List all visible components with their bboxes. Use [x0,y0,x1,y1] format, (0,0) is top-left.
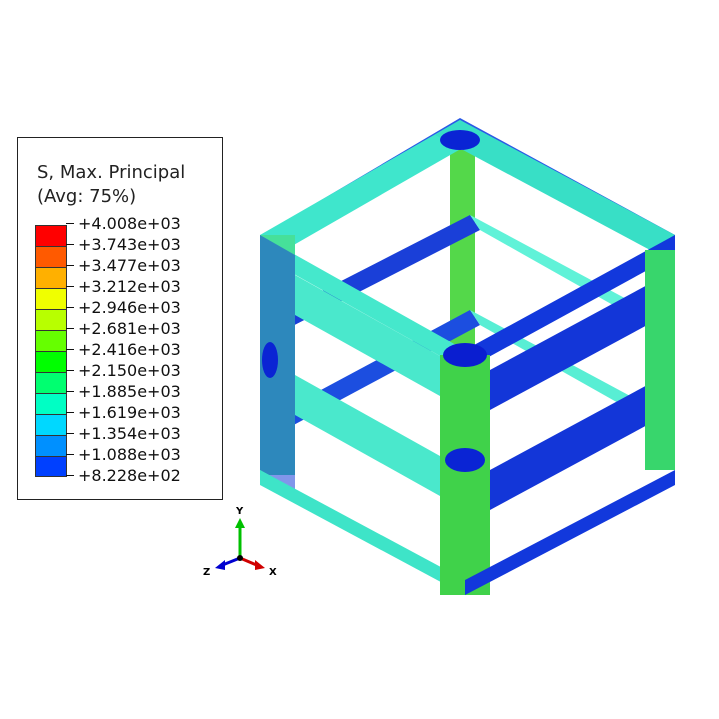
top-front-right-beam [465,235,675,370]
legend-subtitle: (Avg: 75%) [37,186,137,207]
cube-frame [260,118,675,595]
legend-value: +2.681e+03 [66,318,181,339]
top-front-left-beam [260,235,465,370]
top-front-corner-spot [443,343,487,367]
legend-title: S, Max. Principal [37,162,186,183]
top-right-beam [435,120,675,250]
z-axis-label: Z [203,567,210,578]
legend-swatch [35,393,67,414]
coordinate-triad: Y Z X [203,506,277,578]
triad-origin [237,555,243,561]
legend-value: +1.088e+03 [66,444,181,465]
top-left-beam [260,120,485,250]
legend-swatch [35,456,67,477]
left-corner-spot [262,342,278,378]
legend-swatch [35,267,67,288]
legend-swatch [35,414,67,435]
stress-legend: S, Max. Principal (Avg: 75%) +4.008e+03 … [17,137,223,500]
z-axis-arrow [215,560,225,570]
y-axis-arrow [235,518,245,528]
left-face-beam-2 [295,375,465,510]
legend-labels: +4.008e+03 +3.743e+03 +3.477e+03 +3.212e… [66,213,181,486]
legend-swatch [35,351,67,372]
legend-swatch [35,246,67,267]
legend-value: +2.946e+03 [66,297,181,318]
left-face-beam-1 [295,275,465,410]
mid-front-corner-spot [445,448,485,472]
legend-value: +2.416e+03 [66,339,181,360]
legend-swatches [35,225,67,477]
top-back-corner-spot [440,130,480,150]
legend-value: +1.885e+03 [66,381,181,402]
legend-value: +1.619e+03 [66,402,181,423]
x-axis-label: X [269,567,277,578]
x-axis-arrow [255,560,265,570]
legend-value: +8.228e+02 [66,465,181,486]
right-face-beam-1 [490,270,675,410]
front-post [440,355,490,595]
legend-value: +4.008e+03 [66,213,181,234]
legend-value: +1.354e+03 [66,423,181,444]
legend-swatch [35,225,67,246]
right-outer-post [645,250,675,470]
right-bottom-beam [465,470,675,595]
lattice-cube-model [260,118,675,595]
legend-value: +3.477e+03 [66,255,181,276]
legend-swatch [35,330,67,351]
legend-value: +3.743e+03 [66,234,181,255]
legend-swatch [35,372,67,393]
right-face-beam-2 [490,370,675,510]
legend-value: +2.150e+03 [66,360,181,381]
legend-swatch [35,309,67,330]
legend-swatch [35,288,67,309]
legend-swatch [35,435,67,456]
y-axis-label: Y [235,506,244,517]
left-bottom-beam [260,470,465,595]
legend-value: +3.212e+03 [66,276,181,297]
